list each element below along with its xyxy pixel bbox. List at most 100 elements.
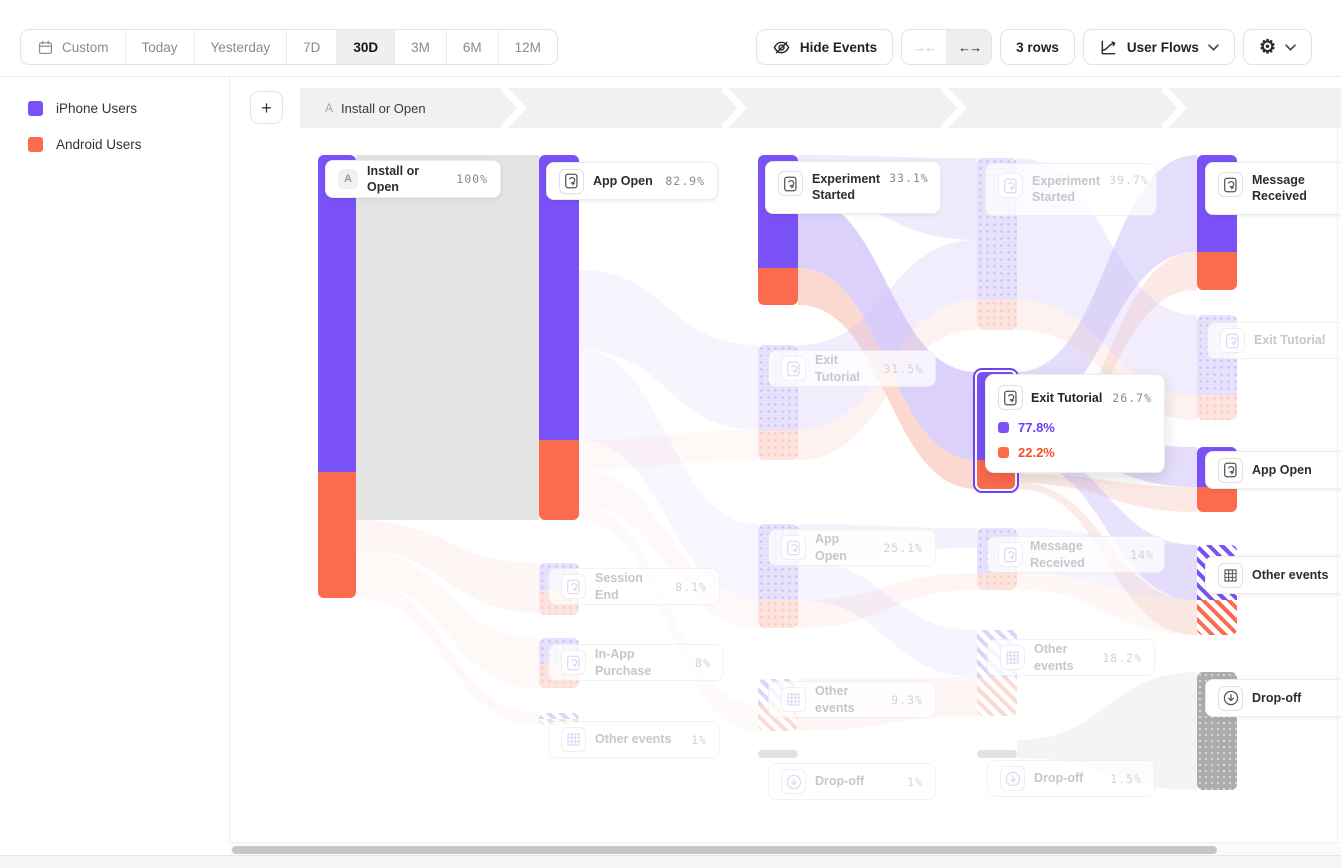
horizontal-scrollbar[interactable] <box>230 842 1341 855</box>
flow-ribbon[interactable] <box>578 430 758 470</box>
step-chevron-icon <box>940 88 967 128</box>
date-range-picker: Custom Today Yesterday 7D 30D 3M 6M 12M <box>20 29 558 65</box>
node-card-other-events[interactable]: Other events 1% <box>548 721 720 758</box>
node-card-exit-tutorial[interactable]: Exit Tutorial 31.5% <box>768 350 936 387</box>
node-card-session-end[interactable]: Session End 8.1% <box>548 568 720 605</box>
node-card-install-or-open[interactable]: A Install or Open 100% <box>325 160 501 198</box>
node-card-other-events[interactable]: Other events <box>1205 556 1341 594</box>
event-icon <box>781 356 806 381</box>
sidebar-divider <box>229 77 230 843</box>
node-label: Session End <box>595 571 643 602</box>
tooltip-series-android: 22.2% <box>998 445 1152 460</box>
rows-button[interactable]: 3 rows <box>1000 29 1075 65</box>
flow-ribbon[interactable] <box>578 505 758 731</box>
scrollbar-thumb[interactable] <box>232 846 1217 854</box>
bar-segment-android <box>1197 487 1237 512</box>
flow-ribbon[interactable] <box>356 580 539 725</box>
expand-columns-button[interactable]: ←→ <box>947 30 992 64</box>
node-card-drop-off[interactable]: Drop-off 1% <box>768 763 936 800</box>
grid-icon <box>561 727 586 752</box>
node-card-other-events[interactable]: Other events 18.2% <box>987 639 1155 676</box>
bar-segment-android <box>318 472 356 598</box>
node-bar-drop-off[interactable] <box>977 750 1017 758</box>
flow-ribbon[interactable] <box>1017 573 1197 635</box>
step-badge: A <box>325 101 334 115</box>
flow-ribbon[interactable] <box>578 270 758 430</box>
grid-icon <box>1000 645 1025 670</box>
series-swatch-orange <box>998 447 1009 458</box>
date-preset-today[interactable]: Today <box>126 30 195 64</box>
date-preset-3m[interactable]: 3M <box>395 30 447 64</box>
date-preset-7d[interactable]: 7D <box>287 30 338 64</box>
collapse-arrows-icon: →← <box>913 39 937 55</box>
settings-button[interactable]: ⚙ <box>1242 29 1312 65</box>
date-preset-label: 6M <box>462 39 482 55</box>
date-preset-yesterday[interactable]: Yesterday <box>195 30 288 64</box>
node-card-app-open[interactable]: App Open <box>1205 451 1341 489</box>
node-value: 1.5% <box>1110 771 1142 786</box>
flow-ribbon[interactable] <box>356 520 539 613</box>
flow-ribbon[interactable] <box>1017 252 1197 474</box>
legend-item-iphone-users[interactable]: iPhone Users <box>28 101 229 116</box>
event-icon <box>559 168 584 194</box>
column-width-toggle: →← ←→ <box>901 29 993 65</box>
date-preset-label: Yesterday <box>210 39 271 55</box>
node-bar-install-or-open[interactable] <box>318 155 356 598</box>
node-bar-app-open[interactable] <box>539 155 579 520</box>
date-preset-6m[interactable]: 6M <box>447 30 499 64</box>
flow-ribbon[interactable] <box>1017 158 1197 395</box>
flow-ribbon[interactable] <box>356 155 539 520</box>
flow-ribbon[interactable] <box>578 350 758 600</box>
event-icon <box>998 385 1023 410</box>
add-step-button[interactable]: + <box>250 91 283 124</box>
flow-ribbon[interactable] <box>798 196 977 460</box>
drop-off-icon <box>781 769 806 794</box>
node-card-app-open[interactable]: App Open 82.9% <box>546 162 718 200</box>
event-letter-badge: A <box>338 169 358 189</box>
bar-segment-iphone <box>318 155 356 472</box>
node-label: Message Received <box>1030 539 1085 570</box>
flow-ribbon[interactable] <box>798 573 977 628</box>
date-preset-30d[interactable]: 30D <box>337 30 396 64</box>
node-card-exit-tutorial[interactable]: Exit Tutorial <box>1207 322 1341 359</box>
node-label: Other events <box>595 732 672 747</box>
chart-right-border <box>1337 128 1338 842</box>
node-bar-experiment-started[interactable] <box>977 158 1017 330</box>
node-value: 1% <box>691 732 707 747</box>
step-a[interactable]: A Install or Open <box>325 88 426 128</box>
event-icon <box>561 574 586 599</box>
date-preset-label: Custom <box>62 39 109 55</box>
date-preset-label: 30D <box>353 39 379 55</box>
node-card-drop-off[interactable]: Drop-off 1.5% <box>987 760 1155 797</box>
node-card-message-received[interactable]: Message Received <box>1205 162 1341 215</box>
event-icon <box>1220 328 1245 353</box>
node-card-experiment-started[interactable]: Experiment Started 39.7% <box>985 163 1157 216</box>
event-icon <box>998 173 1023 198</box>
event-icon <box>778 171 803 196</box>
node-card-app-open[interactable]: App Open 25.1% <box>768 529 936 566</box>
node-card-in-app-purchase[interactable]: In-App Purchase 8% <box>548 644 724 681</box>
event-icon <box>561 650 586 675</box>
hide-events-button[interactable]: Hide Events <box>755 29 894 65</box>
flow-ribbon[interactable] <box>1017 155 1197 417</box>
node-card-message-received[interactable]: Message Received 14% <box>987 536 1165 573</box>
flow-ribbon[interactable] <box>1017 474 1197 512</box>
date-preset-custom[interactable]: Custom <box>21 30 126 64</box>
node-card-experiment-started[interactable]: Experiment Started 33.1% <box>765 161 941 214</box>
collapse-columns-button[interactable]: →← <box>902 30 948 64</box>
node-tooltip-exit-tutorial: Exit Tutorial 26.7% 77.8% 22.2% <box>985 374 1165 473</box>
flow-ribbon[interactable] <box>356 550 539 688</box>
node-label: Other events <box>1034 642 1074 673</box>
node-label: Drop-off <box>1252 690 1302 705</box>
legend-item-android-users[interactable]: Android Users <box>28 137 229 152</box>
node-value: 8.1% <box>675 579 707 594</box>
view-selector[interactable]: User Flows <box>1082 29 1235 65</box>
toolbar: Custom Today Yesterday 7D 30D 3M 6M 12M … <box>0 0 1341 77</box>
node-label: Drop-off <box>1034 771 1084 786</box>
node-card-other-events[interactable]: Other events 9.3% <box>768 681 936 718</box>
node-card-drop-off[interactable]: Drop-off <box>1205 679 1341 717</box>
node-bar-drop-off[interactable] <box>758 750 798 758</box>
node-label: Exit Tutorial <box>815 353 860 384</box>
flow-ribbon[interactable] <box>798 560 977 677</box>
date-preset-12m[interactable]: 12M <box>499 30 557 64</box>
